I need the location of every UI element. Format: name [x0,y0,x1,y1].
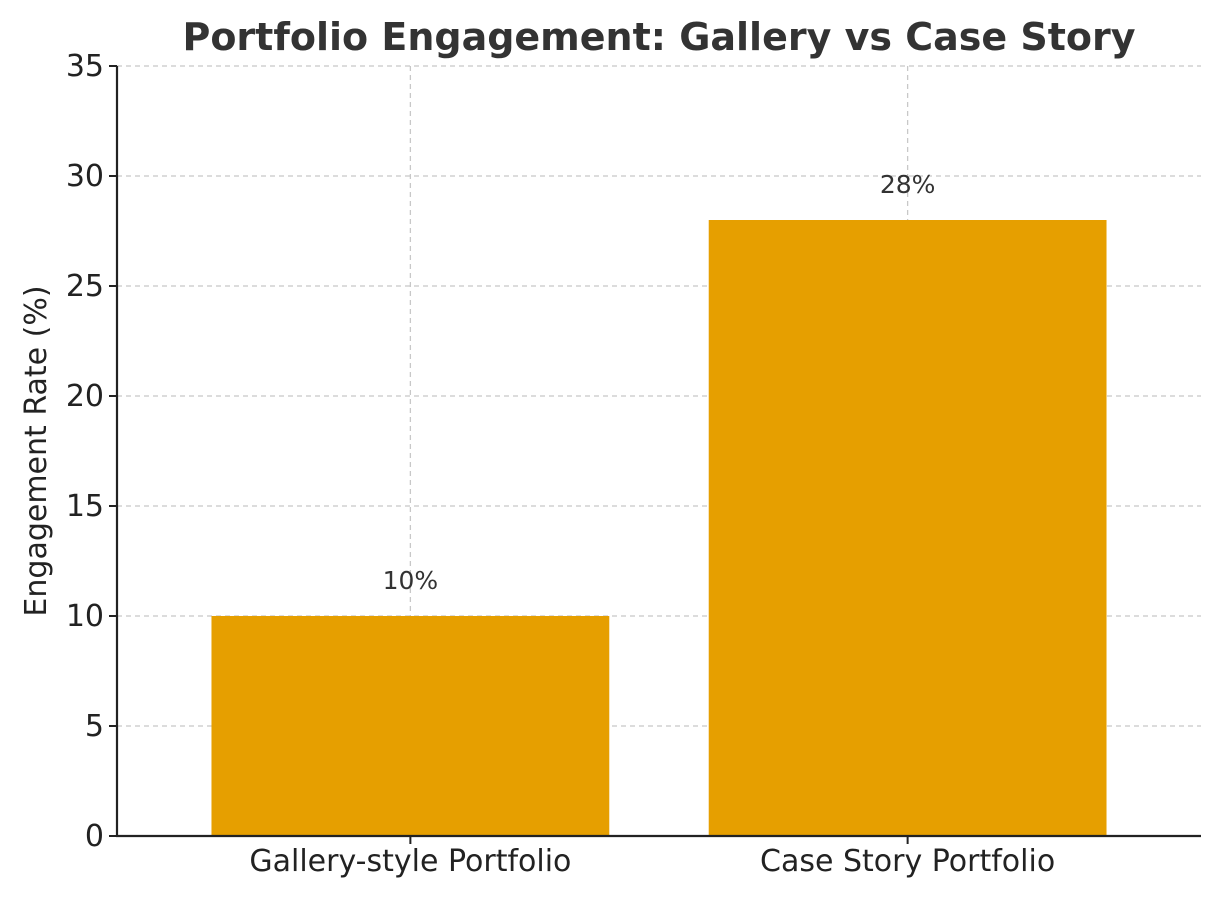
x-tick-label: Gallery-style Portfolio [249,844,571,879]
y-axis-label: Engagement Rate (%) [19,285,54,616]
y-ticks: 0 5 10 15 20 25 30 35 [66,49,117,854]
chart-title: Portfolio Engagement: Gallery vs Case St… [182,15,1135,59]
data-labels: 10% 28% [383,170,936,595]
y-tick-label: 20 [66,379,104,414]
data-label: 28% [880,170,936,199]
y-tick-label: 35 [66,49,104,84]
y-tick-label: 5 [85,709,104,744]
y-tick-label: 10 [66,599,104,634]
y-tick-label: 15 [66,489,104,524]
y-tick-label: 25 [66,269,104,304]
bar [211,616,610,836]
bar [708,220,1107,836]
y-tick-label: 30 [66,159,104,194]
axes [115,66,1201,838]
x-ticks: Gallery-style Portfolio Case Story Portfo… [249,836,1055,879]
bars [211,220,1107,836]
x-tick-label: Case Story Portfolio [760,844,1055,879]
y-tick-label: 0 [85,819,104,854]
data-label: 10% [383,566,439,595]
